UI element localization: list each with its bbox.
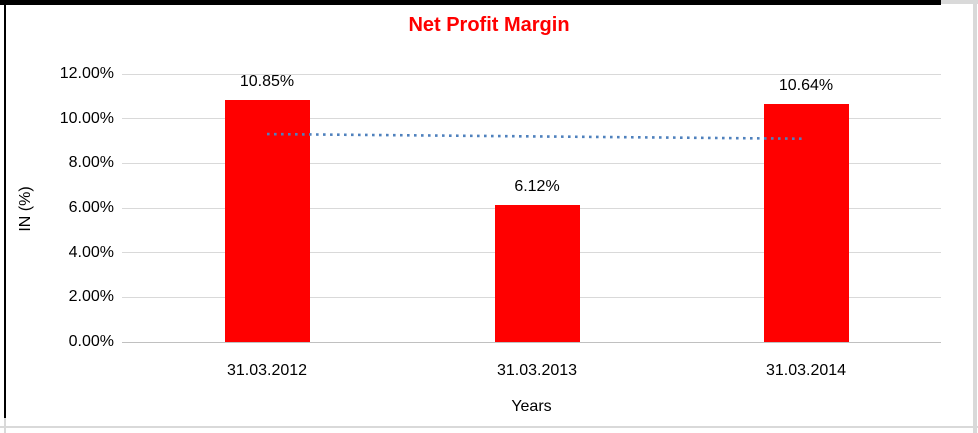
y-tick-label: 2.00% [68,288,114,306]
bar-value-label: 10.64% [778,77,834,95]
x-axis-title: Years [511,398,552,415]
frame-border-top-right [941,0,978,4]
y-tick-label: 6.00% [68,199,114,216]
frame-border-bottom [0,426,978,428]
x-tick-label: 31.03.2012 [226,362,308,379]
y-tick-label: 0.00% [68,333,114,350]
gridline [122,162,941,164]
x-tick-label: 31.03.2013 [496,362,578,379]
gridline [122,73,941,75]
frame-border-right [973,0,977,433]
frame-border-left [4,0,6,418]
chart-title: Net Profit Margin [408,14,570,36]
y-tick-label: 10.00% [59,109,114,127]
y-tick-label: 12.00% [59,65,114,82]
frame-border-left-bottom [4,418,6,433]
bar [494,205,580,342]
frame-border-top [0,0,941,5]
y-tick-label: 4.00% [68,243,114,261]
bar-value-label: 10.85% [239,72,295,90]
y-tick-label: 8.00% [68,154,114,172]
bar-value-label: 6.12% [514,178,560,196]
x-tick-label: 31.03.2014 [765,362,847,379]
x-axis-line [122,341,941,343]
bar [763,104,849,342]
bar [224,99,310,342]
gridline [122,118,941,120]
